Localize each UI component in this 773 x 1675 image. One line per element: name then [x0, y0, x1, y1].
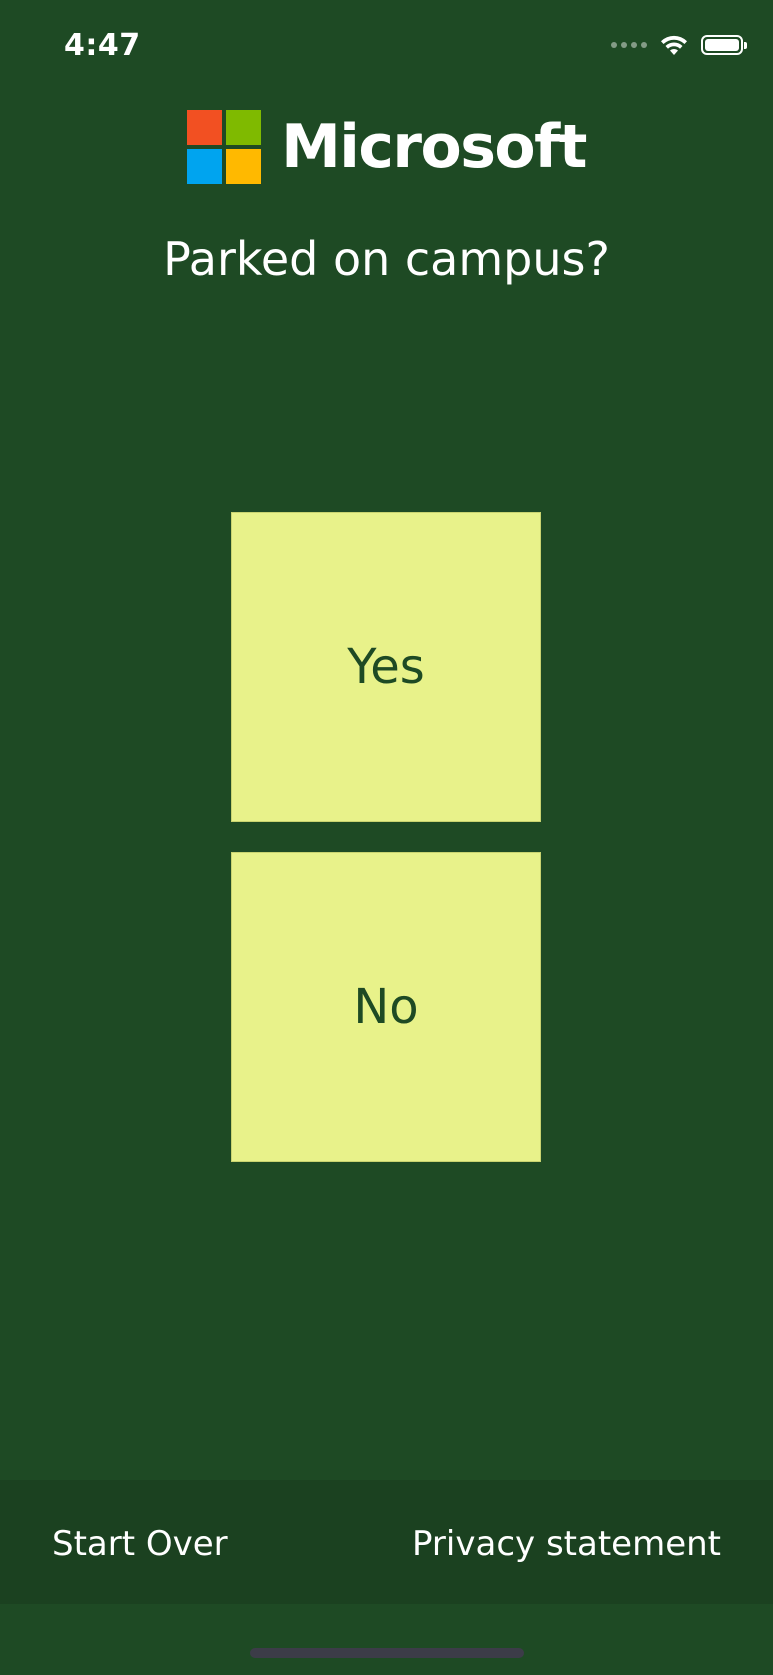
yes-button[interactable]: Yes	[231, 512, 541, 822]
question-title: Parked on campus?	[163, 232, 610, 286]
status-time: 4:47	[64, 28, 141, 63]
privacy-statement-link[interactable]: Privacy statement	[412, 1524, 721, 1564]
signal-icon	[611, 42, 647, 48]
brand-header: Microsoft	[0, 110, 773, 184]
status-bar: 4:47	[0, 0, 773, 90]
brand-wordmark: Microsoft	[281, 112, 587, 182]
no-button[interactable]: No	[231, 852, 541, 1162]
footer-bar: Start Over Privacy statement	[0, 1480, 773, 1604]
wifi-icon	[661, 35, 687, 55]
status-icons	[611, 34, 747, 56]
microsoft-logo-icon	[187, 110, 262, 184]
start-over-link[interactable]: Start Over	[52, 1524, 228, 1564]
yes-button-label: Yes	[347, 639, 425, 695]
battery-icon	[701, 35, 747, 55]
home-indicator[interactable]	[250, 1648, 524, 1658]
no-button-label: No	[353, 979, 419, 1035]
